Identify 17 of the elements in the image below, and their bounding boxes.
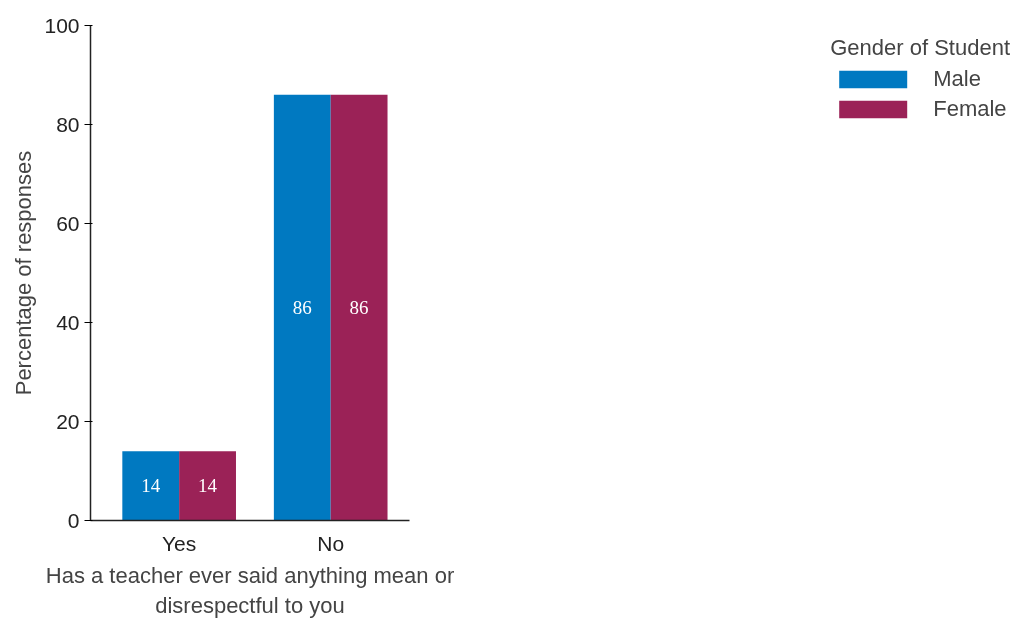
x-tick-label: No (317, 531, 345, 555)
legend-label: Female (933, 96, 1007, 122)
data-label: 86 (349, 297, 369, 319)
x-tick-label: Yes (162, 531, 197, 555)
y-tick-label: 0 (67, 508, 80, 532)
y-axis-title: Percentage of responses (11, 150, 37, 396)
y-tick-label: 40 (56, 310, 80, 334)
legend-title: Gender of Student (830, 35, 1010, 61)
data-label: 86 (292, 297, 312, 319)
y-tick-label: 100 (44, 13, 80, 37)
data-label: 14 (198, 475, 218, 497)
x-axis-title: Has a teacher ever said anything mean or disrespectful to you (45, 562, 455, 618)
legend-label: Male (933, 66, 981, 92)
y-tick-label: 60 (56, 211, 80, 235)
y-tick-label: 80 (56, 112, 80, 136)
y-tick-label: 20 (56, 409, 80, 433)
data-label: 14 (141, 475, 161, 497)
